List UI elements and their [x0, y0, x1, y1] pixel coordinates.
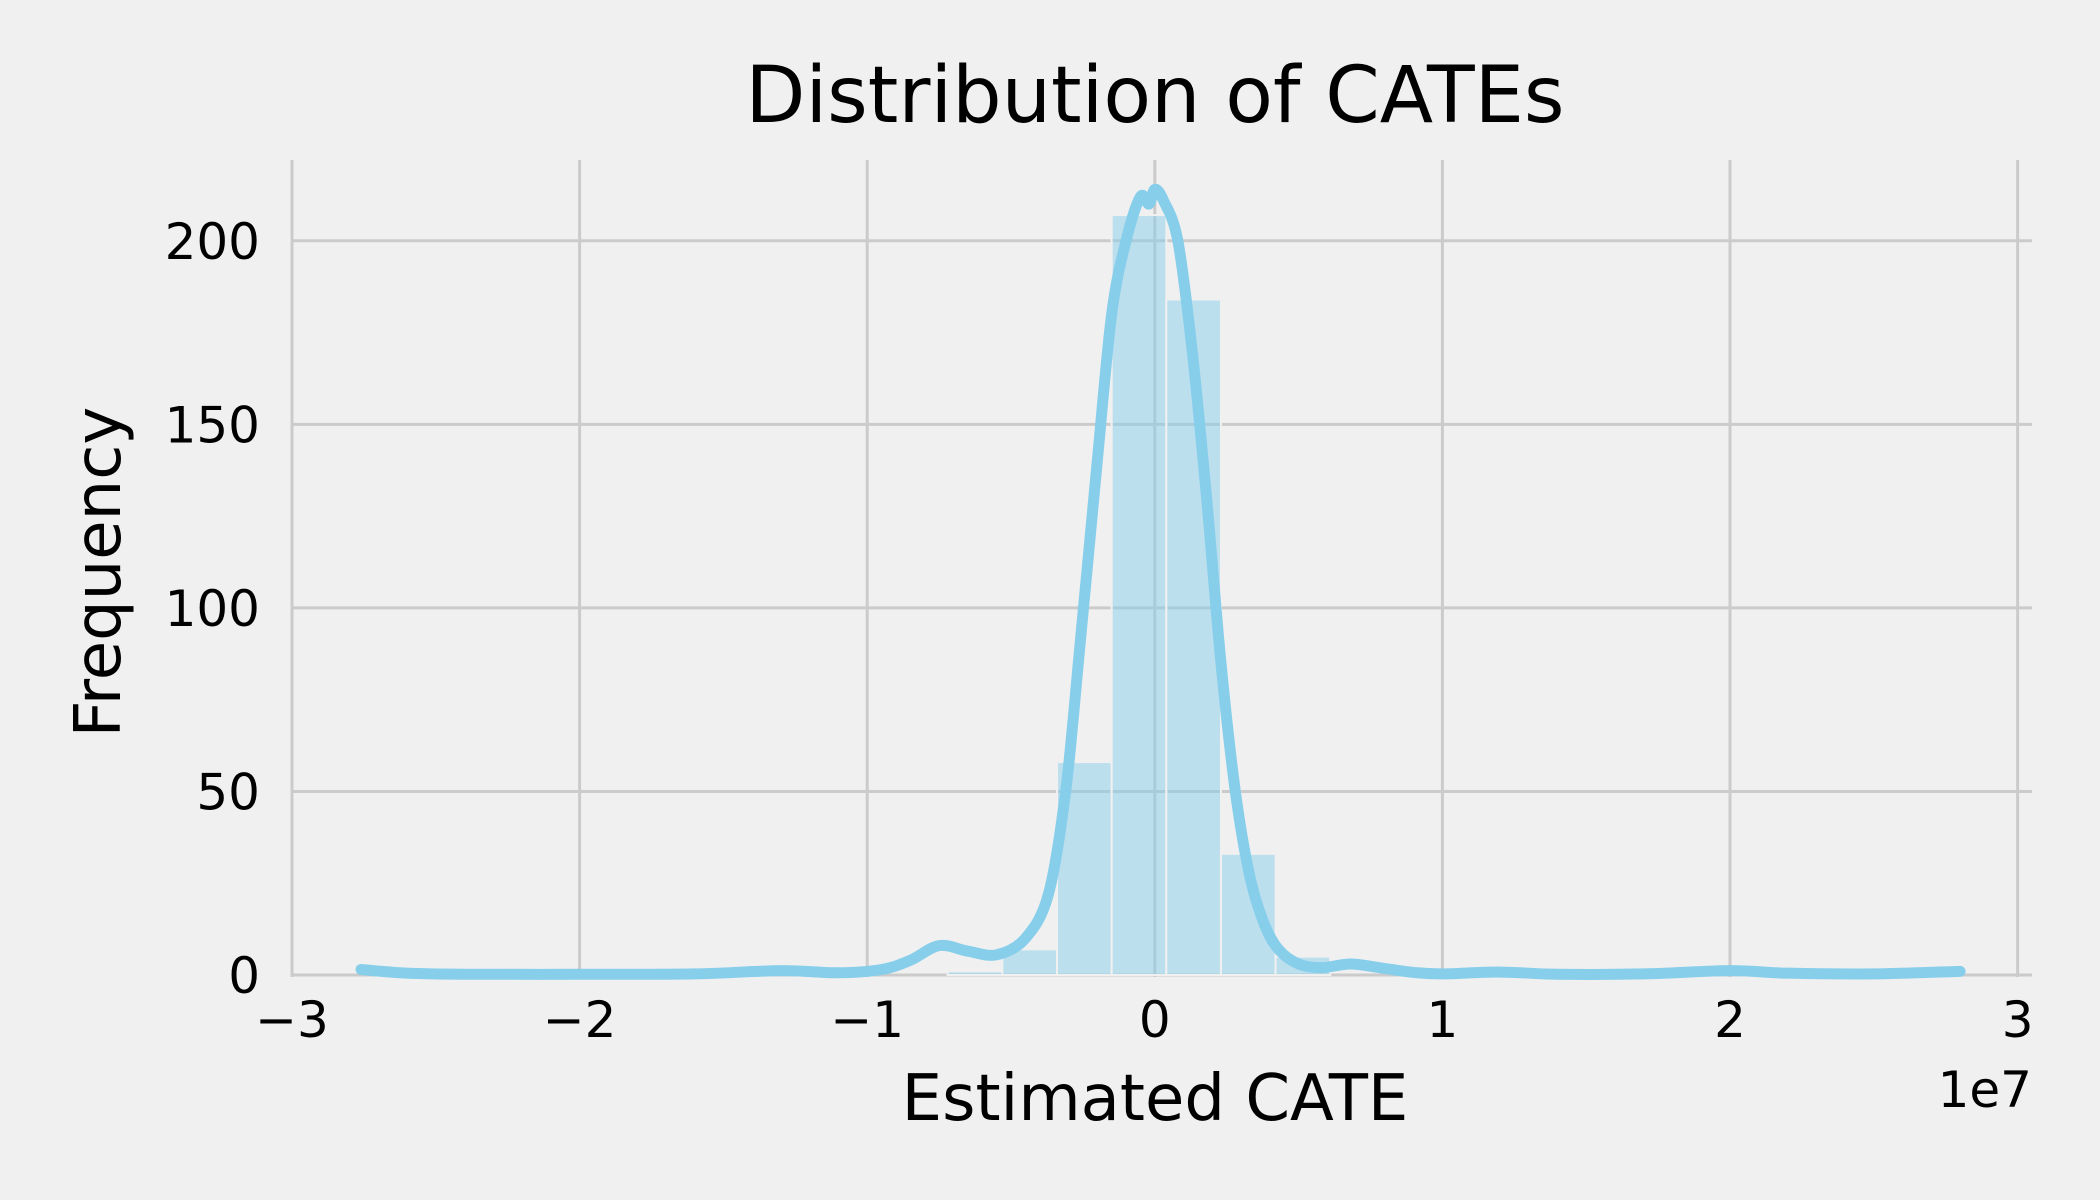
x-tick-label: −3	[255, 991, 329, 1049]
histogram-bar	[946, 970, 1004, 977]
x-tick-label: −1	[830, 991, 904, 1049]
histogram-bar	[1110, 214, 1168, 976]
x-tick-label: −2	[543, 991, 617, 1049]
y-tick-label: 0	[228, 947, 260, 1005]
y-tick-label: 100	[165, 580, 260, 638]
y-tick-label: 50	[196, 763, 260, 821]
x-axis-offset-label: 1e7	[1938, 1061, 2032, 1119]
chart-title: Distribution of CATEs	[745, 51, 1564, 141]
x-tick-label: 3	[2002, 991, 2034, 1049]
x-tick-label: 0	[1139, 991, 1171, 1049]
kde-line	[355, 183, 1966, 980]
kde-curve	[355, 183, 1966, 980]
x-tick-label: 2	[1714, 991, 1746, 1049]
x-axis-label: Estimated CATE	[902, 1062, 1409, 1136]
y-axis-label: Frequency	[62, 407, 136, 738]
y-tick-label: 150	[165, 396, 260, 454]
x-tick-label: 1	[1427, 991, 1459, 1049]
tick-labels: −3 −2 −1 0 1 2 3 0 50 100 150 200	[165, 213, 2034, 1049]
y-tick-label: 200	[165, 213, 260, 271]
